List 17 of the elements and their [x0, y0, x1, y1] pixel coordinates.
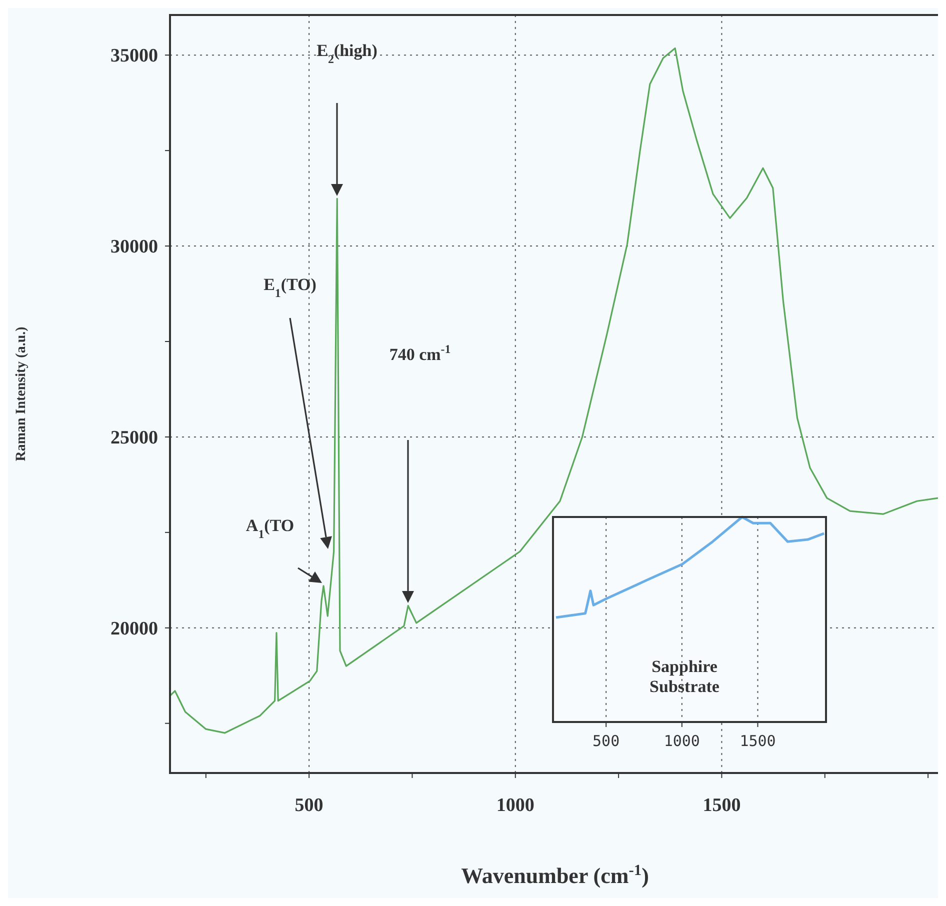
x-tick-label: 1500 — [740, 732, 776, 750]
annotation: A$_{1}$(TO — [246, 516, 294, 541]
annotation: Sapphire Substrate — [650, 657, 720, 696]
x-tick-label: 1000 — [496, 795, 534, 816]
x-axis-title: Wavenumber (cm$^{-1}$) — [461, 862, 649, 888]
y-axis-title: Raman Intensity (a.u.) — [14, 326, 29, 462]
annotation: E$_{2}$(high) — [316, 41, 378, 66]
x-tick-label: 1500 — [702, 795, 741, 816]
x-tick-label: 1000 — [664, 732, 700, 750]
y-tick-label: 30000 — [110, 236, 158, 258]
annotation: E$_{1}$(TO) — [264, 275, 316, 300]
y-tick-label: 35000 — [110, 46, 158, 67]
x-tick-label: 500 — [592, 732, 620, 750]
y-tick-label: 20000 — [110, 618, 158, 640]
annotation: 740 cm$^{-1}$ — [389, 342, 451, 364]
x-tick-label: 500 — [294, 795, 324, 816]
y-tick-label: 25000 — [110, 428, 158, 449]
